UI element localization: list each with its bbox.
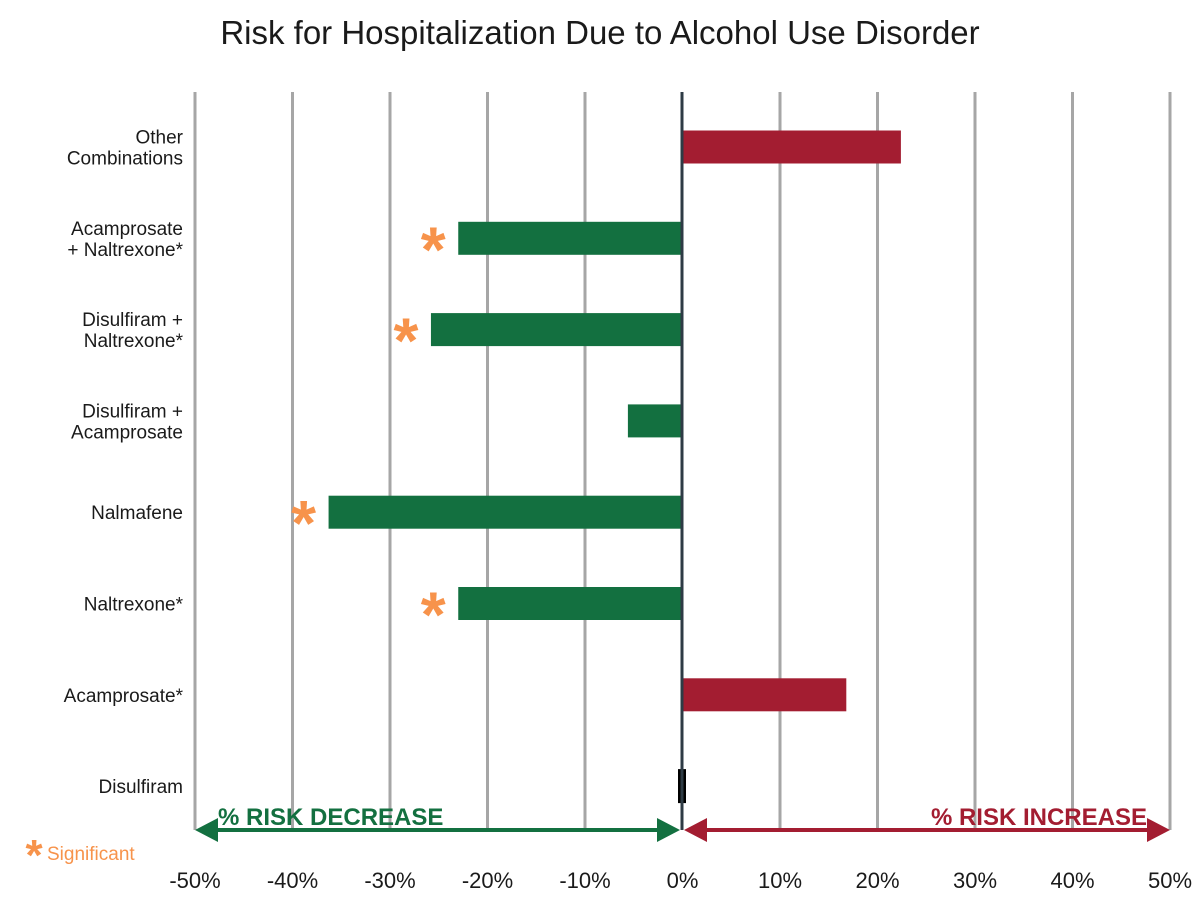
legend-label: Significant xyxy=(47,844,135,865)
x-tick-label: 30% xyxy=(953,868,997,893)
x-tick-label: 20% xyxy=(855,868,899,893)
category-label: Acamprosate* xyxy=(64,686,184,707)
category-label: Other Combinations xyxy=(67,128,184,170)
increase-label: % RISK INCREASE xyxy=(931,804,1147,831)
x-tick-label: 0% xyxy=(667,868,699,893)
bar xyxy=(328,495,683,529)
significance-marker: * xyxy=(393,305,418,377)
x-tick-label: -20% xyxy=(462,868,513,893)
decrease-label: % RISK DECREASE xyxy=(218,804,443,831)
bar xyxy=(430,313,683,347)
category-label: Nalmafene xyxy=(91,503,183,524)
significance-marker: * xyxy=(421,213,446,285)
decrease-arrow-head-right xyxy=(657,818,680,842)
decrease-arrow-head-left xyxy=(195,818,218,842)
x-tick-label: -40% xyxy=(267,868,318,893)
increase-arrow-head-left xyxy=(684,818,707,842)
bar xyxy=(682,130,901,164)
chart-title: Risk for Hospitalization Due to Alcohol … xyxy=(220,14,980,51)
category-label: Disulfiram + Naltrexone* xyxy=(82,310,183,352)
increase-arrow-head-right xyxy=(1147,818,1170,842)
legend-marker: * xyxy=(25,831,43,880)
x-tick-label: -10% xyxy=(559,868,610,893)
bar xyxy=(627,404,683,438)
category-label: Disulfiram xyxy=(99,777,183,798)
x-tick-label: -50% xyxy=(169,868,220,893)
category-label: Naltrexone* xyxy=(84,595,184,616)
category-label: Acamprosate + Naltrexone* xyxy=(67,219,183,261)
x-tick-label: 50% xyxy=(1148,868,1192,893)
significance-marker: * xyxy=(421,579,446,651)
bar xyxy=(682,678,847,712)
x-tick-label: 10% xyxy=(758,868,802,893)
x-tick-label: 40% xyxy=(1050,868,1094,893)
x-tick-label: -30% xyxy=(364,868,415,893)
bar xyxy=(458,221,683,255)
category-label: Disulfiram + Acamprosate xyxy=(71,401,183,443)
bar xyxy=(458,587,683,620)
significance-marker: * xyxy=(291,487,316,559)
